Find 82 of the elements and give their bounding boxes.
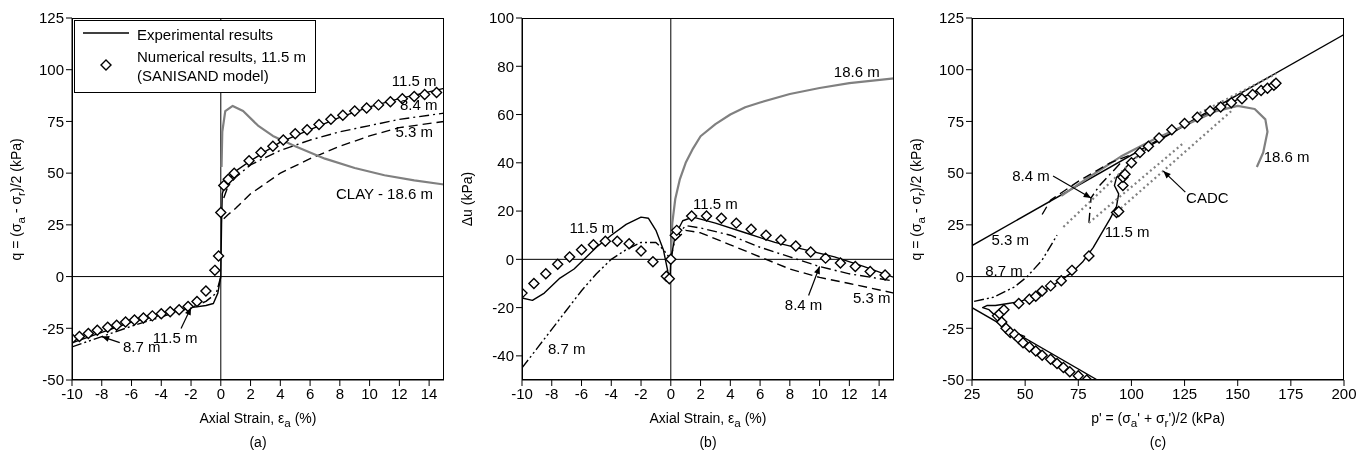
x-tick-label: 2	[246, 384, 255, 402]
x-tick-label: 6	[755, 384, 765, 402]
y-tick-label: 50	[947, 164, 964, 182]
x-tick-label: -6	[574, 384, 589, 402]
annotation: 11.5 m	[569, 219, 615, 237]
legend-label: Numerical results, 11.5 m (SANISAND model)	[137, 47, 307, 85]
x-tick-label: 10	[361, 384, 378, 402]
y-tick-label: 100	[938, 61, 964, 79]
y-tick-label: 25	[947, 216, 964, 234]
y-tick-label: -40	[492, 347, 514, 365]
x-tick-label: -2	[634, 384, 648, 402]
y-tick-label: -20	[492, 298, 514, 316]
y-tick-label: 75	[47, 112, 64, 130]
y-tick-label: 25	[47, 216, 64, 234]
x-tick-label: 100	[1118, 384, 1144, 402]
x-tick-label: 8	[335, 384, 345, 402]
x-tick-label: -10	[61, 384, 83, 402]
x-tick-label: -8	[545, 384, 559, 402]
x-tick-label: 0	[666, 384, 675, 402]
annotation: 8.4 m	[784, 296, 823, 314]
x-axis-title: p' = (σ$_{a}$' + σ$_{r}$')/2 (kPa)	[1090, 410, 1226, 429]
annotation: 5.3 m	[852, 289, 891, 307]
x-axis-title: Axial Strain, ε$_{a}$ (%)	[198, 410, 318, 429]
x-tick-label: 8	[785, 384, 795, 402]
annotation: 5.3 m	[991, 230, 1030, 248]
x-tick-label: -6	[124, 384, 139, 402]
x-tick-label: 50	[1016, 384, 1034, 402]
y-tick-label: 100	[488, 9, 514, 27]
y-tick-label: 125	[38, 9, 64, 27]
x-tick-label: 175	[1278, 384, 1304, 402]
y-tick-label: 75	[947, 112, 964, 130]
x-tick-label: -4	[604, 384, 618, 402]
annotation: 18.6 m	[833, 62, 880, 80]
text: (c)	[1148, 434, 1168, 450]
annotation: 18.6 m	[1263, 148, 1310, 166]
y-tick-label: 100	[38, 61, 64, 79]
x-tick-label: 14	[420, 384, 438, 402]
y-tick-label: -50	[942, 371, 964, 389]
x-tick-label: 4	[726, 384, 735, 402]
annotation: 11.5 m	[391, 71, 437, 89]
annotation: 8.4 m	[1012, 167, 1050, 185]
x-tick-label: 2	[696, 384, 705, 402]
x-tick-label: 200	[1331, 384, 1357, 402]
annotation: 11.5 m	[1104, 222, 1150, 240]
x-tick-label: 14	[870, 384, 888, 402]
y-tick-label: 0	[505, 250, 514, 268]
x-tick-label: -4	[154, 384, 168, 402]
y-tick-label: 20	[497, 202, 514, 220]
y-tick-label: 60	[497, 105, 514, 123]
x-axis-title: Axial Strain, ε$_{a}$ (%)	[648, 410, 768, 429]
x-tick-label: -10	[511, 384, 533, 402]
text: (a)	[248, 434, 268, 450]
annotation: 11.5 m	[693, 195, 738, 213]
annotation: CLAY - 18.6 m	[335, 185, 433, 203]
y-tick-label: 40	[497, 154, 514, 172]
text: (b)	[698, 434, 718, 450]
x-tick-label: 12	[841, 384, 858, 402]
y-tick-label: 0	[55, 267, 64, 285]
annotation: CADC	[1186, 188, 1229, 206]
y-axis-title: Δu (kPa)	[459, 171, 476, 227]
y-tick-label: -50	[42, 371, 64, 389]
y-tick-label: 80	[497, 57, 514, 75]
x-tick-label: 12	[391, 384, 408, 402]
y-tick-label: 50	[47, 164, 64, 182]
x-tick-label: -8	[95, 384, 109, 402]
annotation: 8.7 m	[985, 261, 1023, 279]
x-tick-label: -2	[184, 384, 198, 402]
y-tick-label: -25	[42, 319, 64, 337]
x-tick-label: 25	[963, 384, 981, 402]
x-tick-label: 150	[1225, 384, 1251, 402]
y-tick-label: -25	[942, 319, 964, 337]
x-tick-label: 0	[216, 384, 225, 402]
legend-label: Experimental results	[137, 25, 273, 44]
x-tick-label: 4	[276, 384, 285, 402]
x-tick-label: 75	[1069, 384, 1087, 402]
annotation: 8.7 m	[547, 340, 586, 358]
y-tick-label: 0	[955, 267, 964, 285]
y-tick-label: 125	[938, 9, 964, 27]
x-tick-label: 10	[811, 384, 828, 402]
annotation: 8.4 m	[399, 96, 438, 114]
x-tick-label: 6	[305, 384, 315, 402]
x-tick-label: 125	[1172, 384, 1198, 402]
